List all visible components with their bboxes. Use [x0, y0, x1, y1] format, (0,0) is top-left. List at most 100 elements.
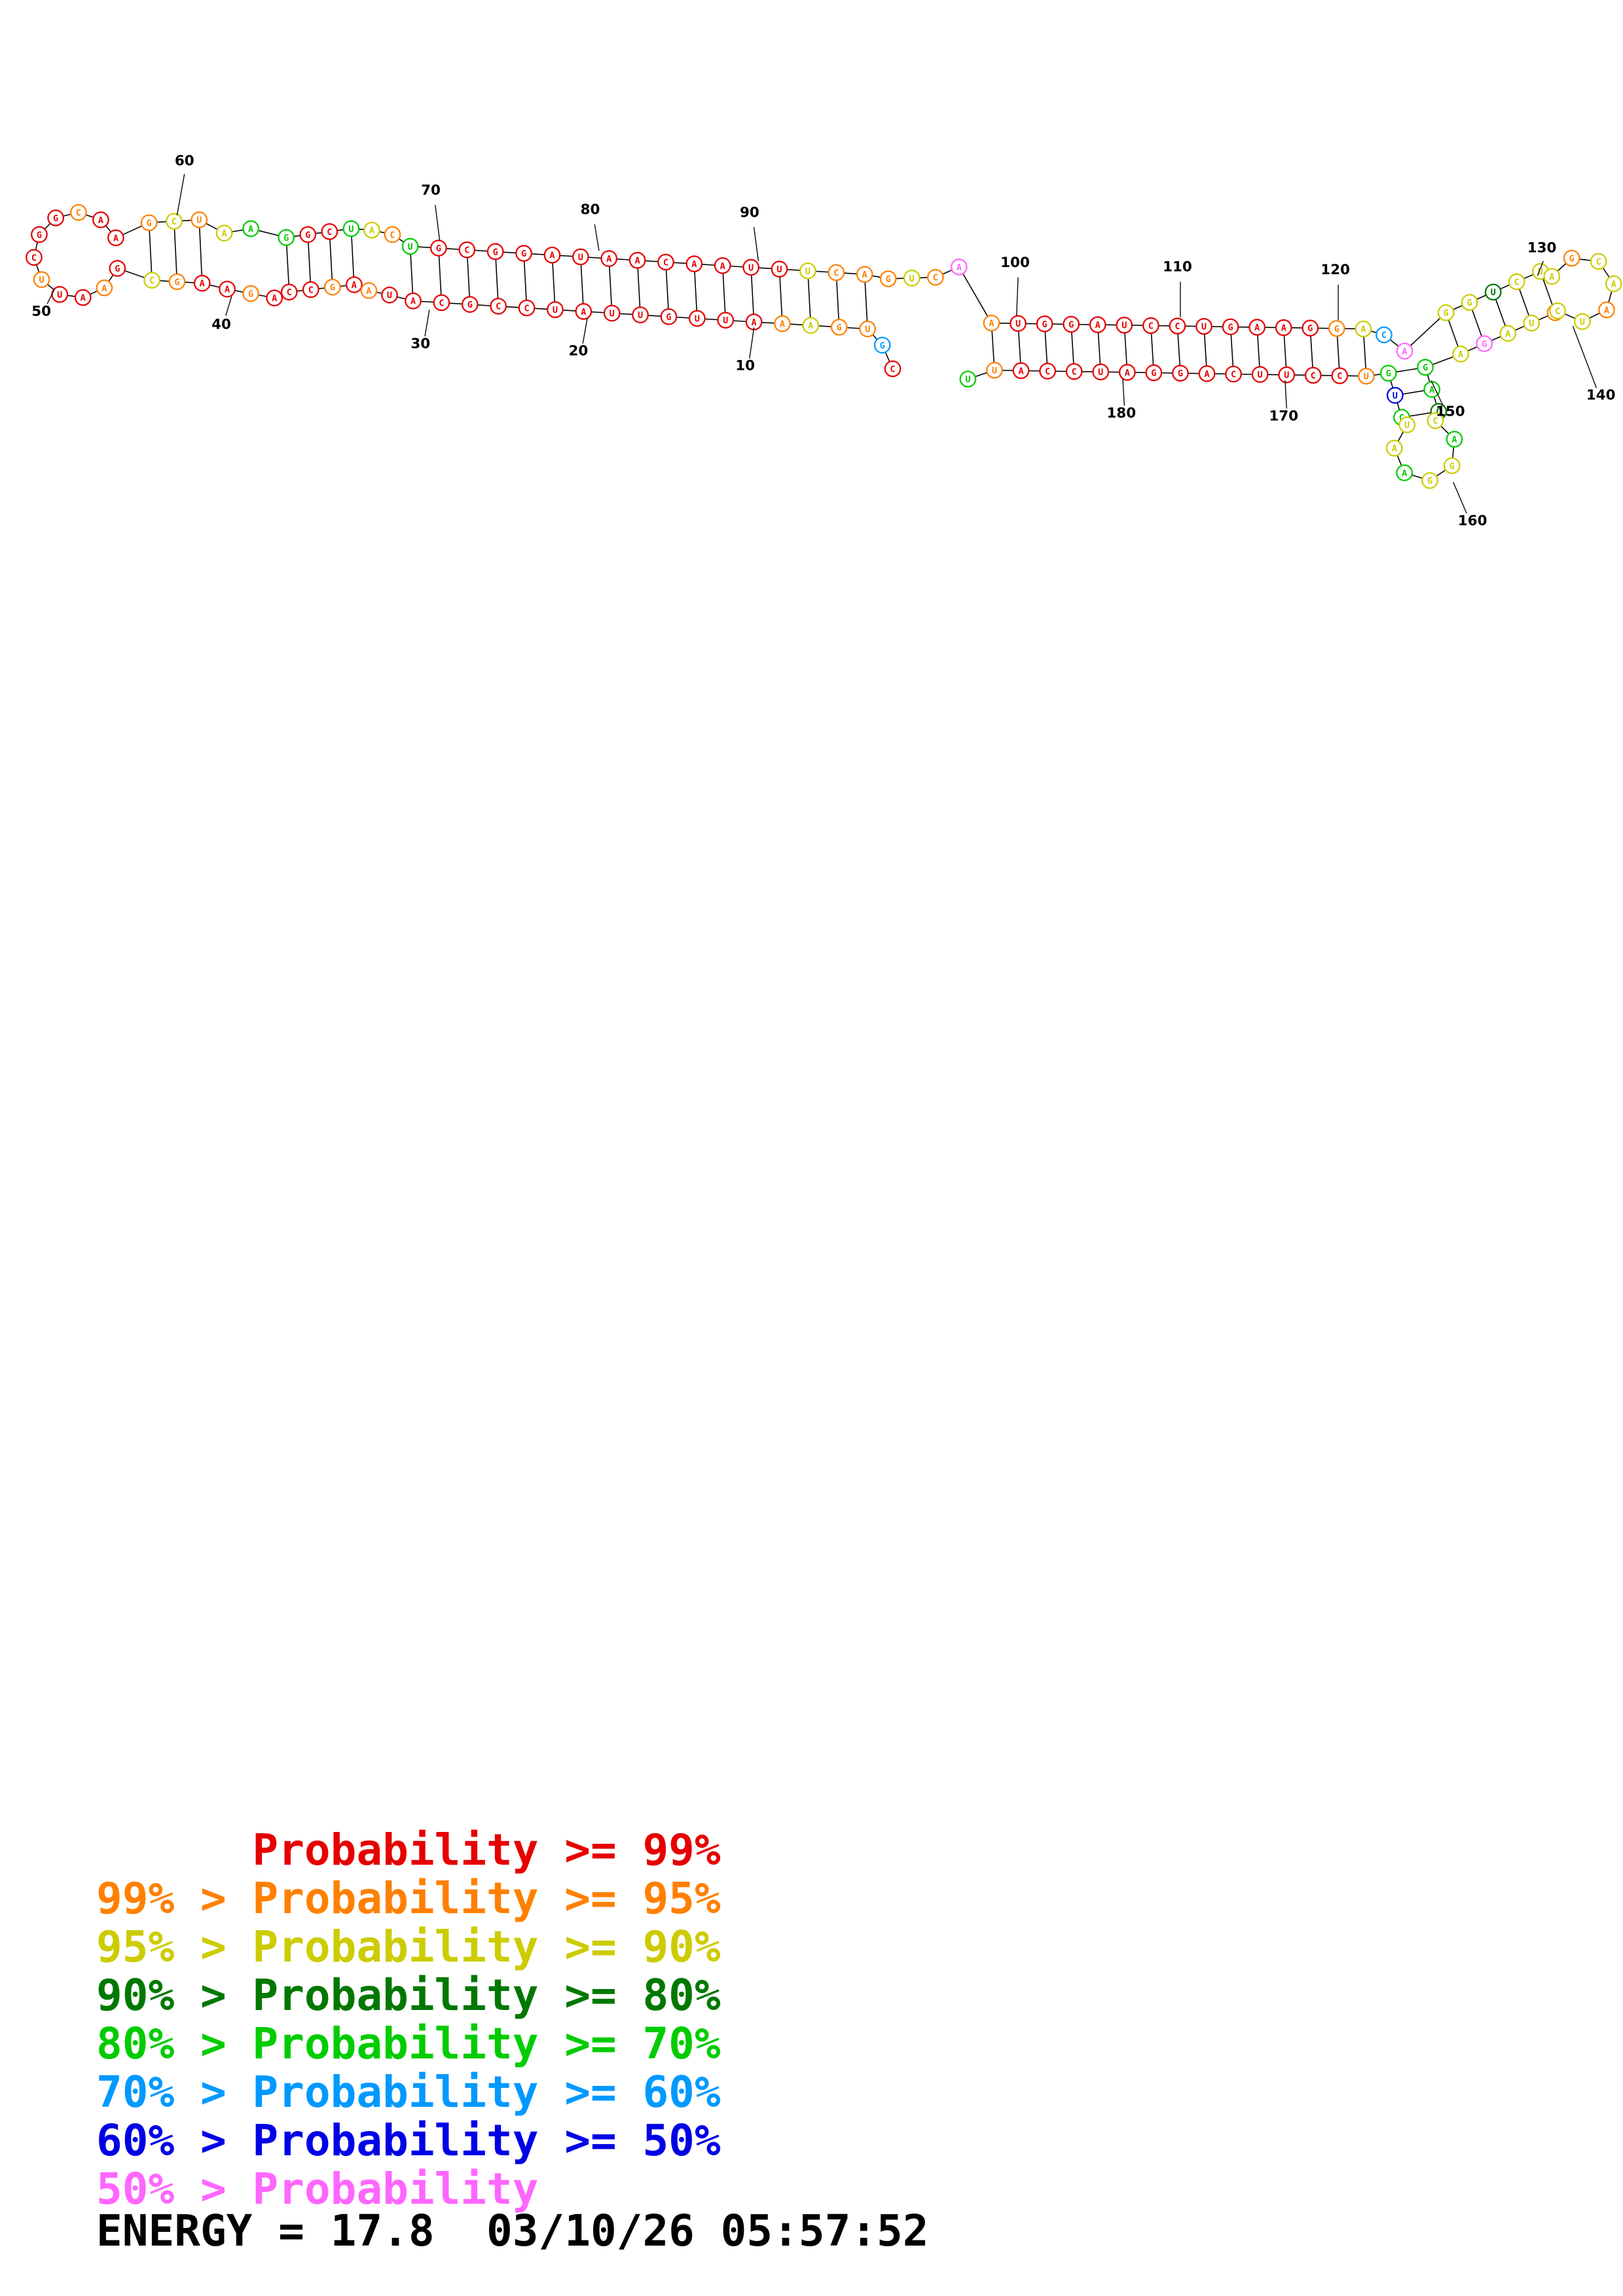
nucleotide-base: C: [524, 303, 529, 314]
nucleotide: [363, 221, 380, 239]
nucleotide-base: U: [805, 266, 811, 277]
nucleotide-base: G: [248, 289, 253, 299]
nucleotide-base: U: [610, 308, 615, 319]
basepair-line: [693, 264, 698, 319]
nucleotide-base: A: [410, 296, 416, 307]
nucleotide-base: A: [635, 256, 640, 266]
nucleotide: [1304, 367, 1322, 384]
position-label: 90: [740, 204, 759, 221]
nucleotide-base: A: [1254, 323, 1260, 333]
nucleotide: [1222, 318, 1239, 336]
nucleotide: [74, 289, 92, 306]
nucleotide: [107, 229, 124, 247]
nucleotide-base: U: [1404, 420, 1410, 431]
nucleotide-base: C: [1596, 257, 1601, 267]
nucleotide-base: G: [305, 230, 310, 240]
nucleotide-base: U: [965, 374, 970, 385]
nucleotide: [168, 273, 186, 291]
nucleotide: [515, 245, 532, 262]
position-label: 60: [175, 152, 194, 169]
nucleotide: [1508, 273, 1525, 291]
nucleotide-base: U: [992, 366, 997, 376]
label-leader-line: [1453, 482, 1467, 514]
basepair-line: [750, 267, 755, 322]
nucleotide-base: A: [1392, 444, 1397, 454]
nucleotide-base: C: [439, 298, 444, 308]
nucleotide: [1484, 283, 1502, 301]
nucleotide: [1385, 439, 1403, 457]
nucleotide: [1302, 319, 1319, 337]
nucleotide-base: C: [663, 257, 668, 268]
nucleotide: [31, 226, 48, 243]
label-leader-line: [46, 289, 55, 304]
nucleotide-base: A: [1125, 368, 1130, 378]
labels-layer: 60 50 40 70 30 80 20 90 10 100 110 120 180 170 130 140 1…: [31, 152, 1615, 529]
nucleotide: [486, 243, 504, 260]
nucleotide-base: U: [1538, 267, 1543, 278]
basepair-line: [350, 228, 355, 285]
nucleotide-base: U: [1015, 319, 1021, 329]
nucleotide: [714, 257, 731, 274]
nucleotide-base: U: [1580, 317, 1585, 327]
nucleotide-base: G: [1569, 253, 1575, 264]
nucleotide-base: G: [53, 213, 58, 224]
nucleotide-base: A: [989, 319, 994, 329]
legend-line-2: 99% > Probability >= 95%: [96, 1873, 721, 1924]
nucleotide: [859, 320, 876, 338]
nucleotide: [140, 214, 158, 232]
position-label: 70: [421, 182, 441, 198]
nucleotide: [33, 271, 50, 289]
nucleotide-base: G: [1042, 319, 1048, 330]
nucleotide: [1089, 316, 1106, 333]
nucleotide: [1549, 302, 1566, 319]
position-label: 140: [1586, 387, 1616, 404]
nucleotide: [1036, 315, 1053, 332]
nucleotide: [490, 297, 507, 315]
position-label: 20: [569, 343, 589, 359]
nucleotide-base: U: [1098, 367, 1103, 378]
nucleotide: [830, 319, 848, 336]
nucleotide: [430, 240, 447, 257]
nucleotide: [242, 285, 259, 302]
nucleotide: [1012, 362, 1030, 380]
backbone-line: [286, 228, 352, 238]
nucleotide-base: G: [1482, 339, 1487, 350]
nucleotide: [575, 302, 593, 320]
nucleotide: [1065, 363, 1083, 380]
nucleotide: [1172, 365, 1189, 382]
backbone-link: [958, 266, 993, 323]
nucleotide: [856, 266, 873, 283]
nucleotide: [360, 282, 378, 299]
backbone-link: [1404, 312, 1447, 351]
probability-legend: Probability >= 99% 99% > Probability >= 9…: [96, 1826, 721, 2214]
nucleotide: [1358, 367, 1375, 385]
nucleotide: [321, 223, 338, 240]
nucleotide-base: A: [581, 307, 586, 317]
nucleotide-base: A: [248, 224, 253, 234]
nucleotide-base: C: [1072, 367, 1077, 378]
nucleotide-base: A: [1611, 279, 1616, 289]
nucleotide-base: A: [1095, 320, 1101, 331]
label-leader-line: [582, 318, 588, 344]
nucleotide-base: C: [1148, 321, 1154, 331]
nucleotide-base: A: [549, 251, 555, 261]
nucleotide: [278, 228, 295, 246]
nucleotide-base: C: [1399, 413, 1404, 423]
nucleotide: [632, 306, 649, 323]
nucleotide: [873, 336, 891, 354]
basepair-line: [608, 259, 613, 314]
nucleotide-base: C: [172, 217, 177, 227]
nucleotide: [143, 272, 160, 289]
nucleotide: [1355, 320, 1372, 338]
nucleotide-base: A: [720, 261, 725, 272]
nucleotide-base: G: [1228, 322, 1233, 332]
nucleotide-base: A: [1281, 323, 1286, 334]
basepair-line: [835, 272, 840, 327]
nucleotide: [266, 289, 283, 307]
nucleotide: [660, 308, 678, 325]
nucleotide-base: C: [833, 268, 839, 278]
nucleotide-base: A: [1402, 346, 1407, 357]
nucleotide: [405, 292, 422, 310]
nucleotide-base: U: [348, 224, 354, 234]
